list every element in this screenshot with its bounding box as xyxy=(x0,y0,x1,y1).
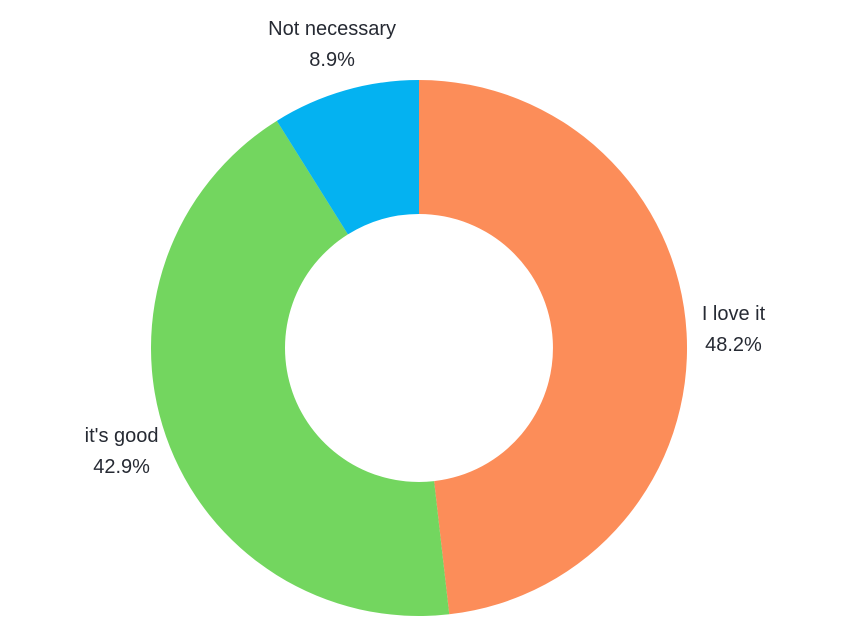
pie-slice-not-necessary[interactable] xyxy=(276,80,419,235)
pie-slice-i-love-it[interactable] xyxy=(419,80,688,615)
pie-slice-it-s-good[interactable] xyxy=(150,120,450,617)
